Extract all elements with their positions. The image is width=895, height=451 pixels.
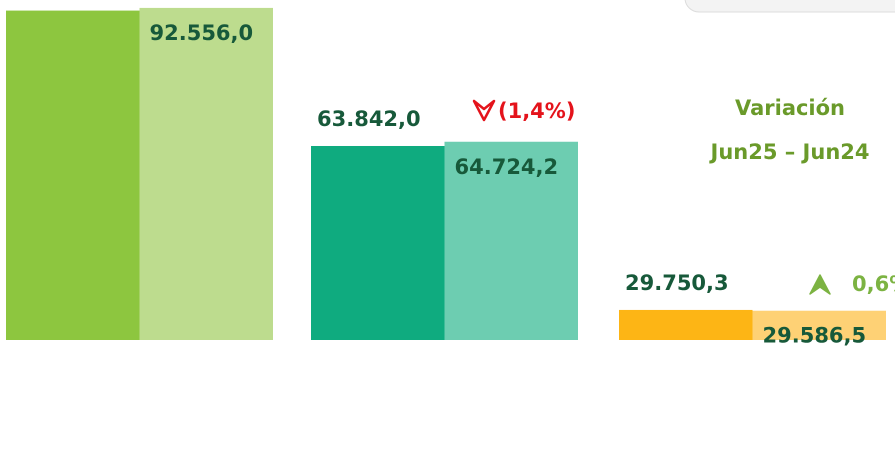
- annotation: (1,4%): [498, 99, 575, 123]
- value-label: 63.842,0: [317, 107, 421, 131]
- bar: [444, 141, 578, 340]
- bar: [139, 7, 273, 341]
- bar: [752, 310, 886, 340]
- annotation: Variación: [735, 96, 845, 120]
- annotation: 0,6%: [852, 272, 895, 296]
- value-label: 64.724,2: [455, 155, 559, 179]
- value-label: 92.556,0: [150, 21, 254, 45]
- up-arrow: [809, 274, 831, 295]
- annotation: Jun25 – Jun24: [709, 140, 870, 164]
- bar: [6, 10, 140, 340]
- value-label: 29.750,3: [625, 271, 729, 295]
- bar: [619, 309, 753, 340]
- bar: [311, 145, 445, 340]
- menu-pill: [684, 0, 895, 13]
- down-arrow: [472, 99, 496, 122]
- value-label: 29.586,5: [763, 324, 867, 348]
